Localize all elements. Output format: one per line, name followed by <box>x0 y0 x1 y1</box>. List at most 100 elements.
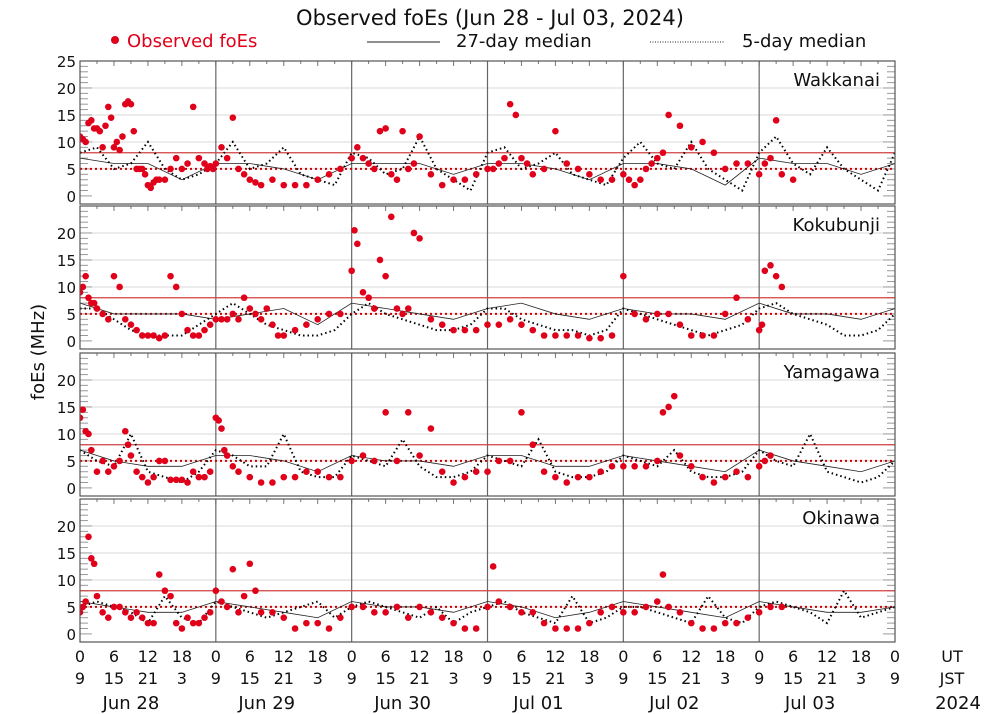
jst-tick-label: 15 <box>375 669 395 688</box>
observed-point <box>416 235 423 242</box>
y-tick-label: 0 <box>66 480 76 498</box>
observed-point <box>189 619 197 627</box>
y-tick-label: 0 <box>66 626 76 644</box>
observed-point <box>687 619 695 627</box>
y-tick-label: 20 <box>57 80 76 98</box>
observed-point <box>789 176 797 184</box>
observed-point <box>144 619 152 627</box>
observed-point <box>116 457 123 465</box>
observed-point <box>733 468 740 476</box>
observed-point <box>676 452 684 459</box>
observed-point <box>195 473 203 481</box>
median-27day-line <box>80 601 895 619</box>
observed-point <box>99 310 106 318</box>
observed-point <box>263 305 271 312</box>
observed-point <box>246 176 254 184</box>
observed-point <box>495 457 503 465</box>
observed-point <box>404 409 412 416</box>
observed-point <box>359 603 367 611</box>
observed-point <box>529 609 537 616</box>
observed-point <box>393 176 401 184</box>
observed-point <box>189 332 197 339</box>
observed-point <box>699 138 706 146</box>
observed-point <box>269 609 276 616</box>
observed-point <box>223 452 231 459</box>
observed-point <box>744 473 752 481</box>
observed-point <box>110 144 118 151</box>
jst-tick-label: 15 <box>511 669 531 688</box>
observed-point <box>212 316 220 323</box>
observed-point <box>167 592 174 600</box>
observed-point <box>744 614 752 622</box>
observed-point <box>172 476 180 484</box>
y-tick-label: 5 <box>66 599 76 617</box>
ut-tick-label: 6 <box>381 647 391 666</box>
observed-point <box>608 463 616 470</box>
observed-point <box>574 165 582 173</box>
y-tick-label: 15 <box>57 399 76 417</box>
observed-point <box>574 625 582 632</box>
observed-point <box>133 326 140 334</box>
observed-point <box>501 154 508 162</box>
observed-point <box>653 457 661 465</box>
observed-point <box>201 473 208 481</box>
ut-tick-label: 18 <box>851 647 871 666</box>
observed-point <box>88 117 95 124</box>
ut-tick-label: 6 <box>109 647 119 666</box>
observed-point <box>376 127 384 135</box>
observed-point <box>450 479 457 486</box>
observed-point <box>99 609 106 616</box>
observed-point <box>167 476 174 484</box>
observed-point <box>710 479 718 486</box>
observed-point <box>235 165 242 173</box>
observed-point <box>82 272 89 280</box>
observed-point <box>269 321 276 329</box>
observed-point <box>88 555 95 562</box>
observed-point <box>710 332 718 339</box>
observed-point <box>206 609 214 616</box>
observed-point <box>359 289 367 296</box>
jst-tick-label: 9 <box>482 669 492 688</box>
observed-point <box>597 176 604 184</box>
observed-point <box>489 563 497 570</box>
observed-point <box>540 332 548 339</box>
observed-point <box>121 427 129 435</box>
y-tick-label: 10 <box>57 572 76 590</box>
observed-point <box>235 468 242 476</box>
day-label: Jun 29 <box>237 693 295 714</box>
observed-point <box>778 171 786 178</box>
observed-point <box>212 160 220 167</box>
observed-point <box>354 240 361 248</box>
jst-tick-label: 9 <box>75 669 85 688</box>
ut-tick-label: 12 <box>409 647 429 666</box>
observed-point <box>337 473 344 481</box>
observed-point <box>127 321 135 329</box>
y-tick-label: 10 <box>57 134 76 152</box>
observed-point <box>620 463 627 470</box>
jst-tick-label: 3 <box>856 669 866 688</box>
observed-point <box>778 603 786 611</box>
y-tick-label: 5 <box>66 161 76 179</box>
observed-point <box>574 473 582 481</box>
observed-point <box>665 111 672 119</box>
observed-point <box>252 310 259 318</box>
observed-point <box>195 154 203 162</box>
jst-tick-label: 3 <box>584 669 594 688</box>
observed-point <box>597 468 604 476</box>
station-label: Yamagawa <box>783 362 880 383</box>
observed-point <box>416 452 423 459</box>
observed-point <box>161 332 169 339</box>
observed-point <box>631 181 638 189</box>
observed-point <box>755 463 763 470</box>
observed-point <box>676 321 684 329</box>
observed-point <box>710 625 718 632</box>
observed-point <box>325 171 333 178</box>
ut-tick-label: 18 <box>443 647 463 666</box>
y-tick-label: 15 <box>57 252 76 270</box>
y-tick-label: 15 <box>57 107 76 125</box>
observed-point <box>404 305 412 312</box>
observed-point <box>348 603 355 611</box>
observed-point <box>99 457 106 465</box>
observed-point <box>161 457 169 465</box>
observed-point <box>625 176 633 184</box>
